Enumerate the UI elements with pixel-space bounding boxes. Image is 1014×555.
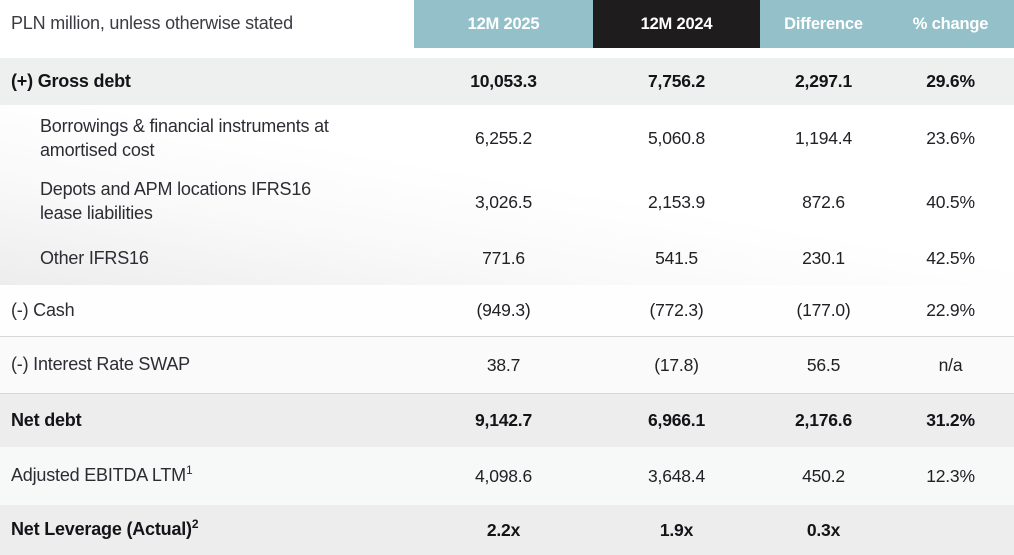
value-12m-2024: 7,756.2 xyxy=(648,71,705,91)
value-12m-2025: 9,142.7 xyxy=(475,410,532,430)
value-12m-2025: 4,098.6 xyxy=(475,465,532,486)
value-12m-2024: 5,060.8 xyxy=(648,128,705,148)
value-12m-2025: 6,255.2 xyxy=(475,128,532,148)
value-12m-2024: 2,153.9 xyxy=(648,191,705,212)
value-12m-2024: 6,966.1 xyxy=(648,410,705,430)
value-12m-2025: 3,026.5 xyxy=(475,191,532,212)
table-row-gross-debt: (+) Gross debt 10,053.3 7,756.2 2,297.1 … xyxy=(0,58,1014,105)
value-difference: 2,176.6 xyxy=(795,410,852,430)
table-title: PLN million, unless otherwise stated xyxy=(0,12,414,36)
row-label: Depots and APM locations IFRS16 lease li… xyxy=(40,179,311,223)
value-12m-2025: 10,053.3 xyxy=(470,71,537,91)
value-difference: 56.5 xyxy=(806,354,841,375)
table-row-depots-apm: Depots and APM locations IFRS16 lease li… xyxy=(0,172,1014,232)
row-label: (-) Cash xyxy=(11,299,75,320)
row-label: Adjusted EBITDA LTM1 xyxy=(11,463,193,486)
table-row-interest-rate-swap: (-) Interest Rate SWAP 38.7 (17.8) 56.5 … xyxy=(0,337,1014,393)
value-pct-change: 12.3% xyxy=(926,465,975,486)
row-divider xyxy=(0,393,1014,394)
value-pct-change: 42.5% xyxy=(926,248,975,268)
value-pct-change: 22.9% xyxy=(926,300,975,320)
footnote-ref-2: 2 xyxy=(191,517,199,532)
value-12m-2025: 38.7 xyxy=(486,354,521,375)
column-header-pct-change: % change xyxy=(887,0,1014,48)
value-pct-change: 40.5% xyxy=(926,191,975,212)
row-label: (+) Gross debt xyxy=(11,70,131,91)
value-12m-2025: (949.3) xyxy=(476,300,531,320)
value-12m-2024: 1.9x xyxy=(659,519,694,540)
table-row-borrowings: Borrowings & financial instruments at am… xyxy=(0,105,1014,172)
table-row-net-debt: Net debt 9,142.7 6,966.1 2,176.6 31.2% xyxy=(0,394,1014,447)
value-pct-change: 31.2% xyxy=(926,410,975,430)
row-label: (-) Interest Rate SWAP xyxy=(11,354,190,375)
column-header-12m-2025: 12M 2025 xyxy=(414,0,593,48)
value-difference: 0.3x xyxy=(806,519,841,540)
value-pct-change: 29.6% xyxy=(926,71,975,91)
row-divider xyxy=(0,336,1014,337)
value-12m-2024: (772.3) xyxy=(649,300,704,320)
value-12m-2025: 771.6 xyxy=(482,248,525,268)
row-label: Borrowings & financial instruments at am… xyxy=(40,115,329,160)
value-difference: 2,297.1 xyxy=(795,71,852,91)
column-header-12m-2024: 12M 2024 xyxy=(593,0,760,48)
value-12m-2024: (17.8) xyxy=(654,354,699,375)
value-12m-2024: 541.5 xyxy=(655,248,698,268)
value-pct-change: 23.6% xyxy=(926,128,975,148)
header-gap xyxy=(0,48,1014,58)
table-row-net-leverage: Net Leverage (Actual)2 2.2x 1.9x 0.3x xyxy=(0,505,1014,555)
table-row-adjusted-ebitda: Adjusted EBITDA LTM1 4,098.6 3,648.4 450… xyxy=(0,447,1014,505)
value-difference: 450.2 xyxy=(802,465,845,486)
value-difference: (177.0) xyxy=(796,300,851,320)
footnote-ref-1: 1 xyxy=(185,463,193,478)
value-difference: 872.6 xyxy=(802,191,845,212)
value-difference: 230.1 xyxy=(802,248,845,268)
value-12m-2025: 2.2x xyxy=(486,519,521,540)
table-row-cash: (-) Cash (949.3) (772.3) (177.0) 22.9% xyxy=(0,285,1014,336)
sub-rows-group: Borrowings & financial instruments at am… xyxy=(0,105,1014,285)
table-row-other-ifrs16: Other IFRS16 771.6 541.5 230.1 42.5% xyxy=(0,232,1014,285)
value-12m-2024: 3,648.4 xyxy=(648,465,705,486)
row-label: Net debt xyxy=(11,409,82,430)
row-label: Net Leverage (Actual)2 xyxy=(11,517,199,540)
value-difference: 1,194.4 xyxy=(795,128,852,148)
table-header-row: PLN million, unless otherwise stated 12M… xyxy=(0,0,1014,48)
row-label: Other IFRS16 xyxy=(40,247,149,268)
column-header-difference: Difference xyxy=(760,0,887,48)
value-pct-change: n/a xyxy=(938,354,963,375)
